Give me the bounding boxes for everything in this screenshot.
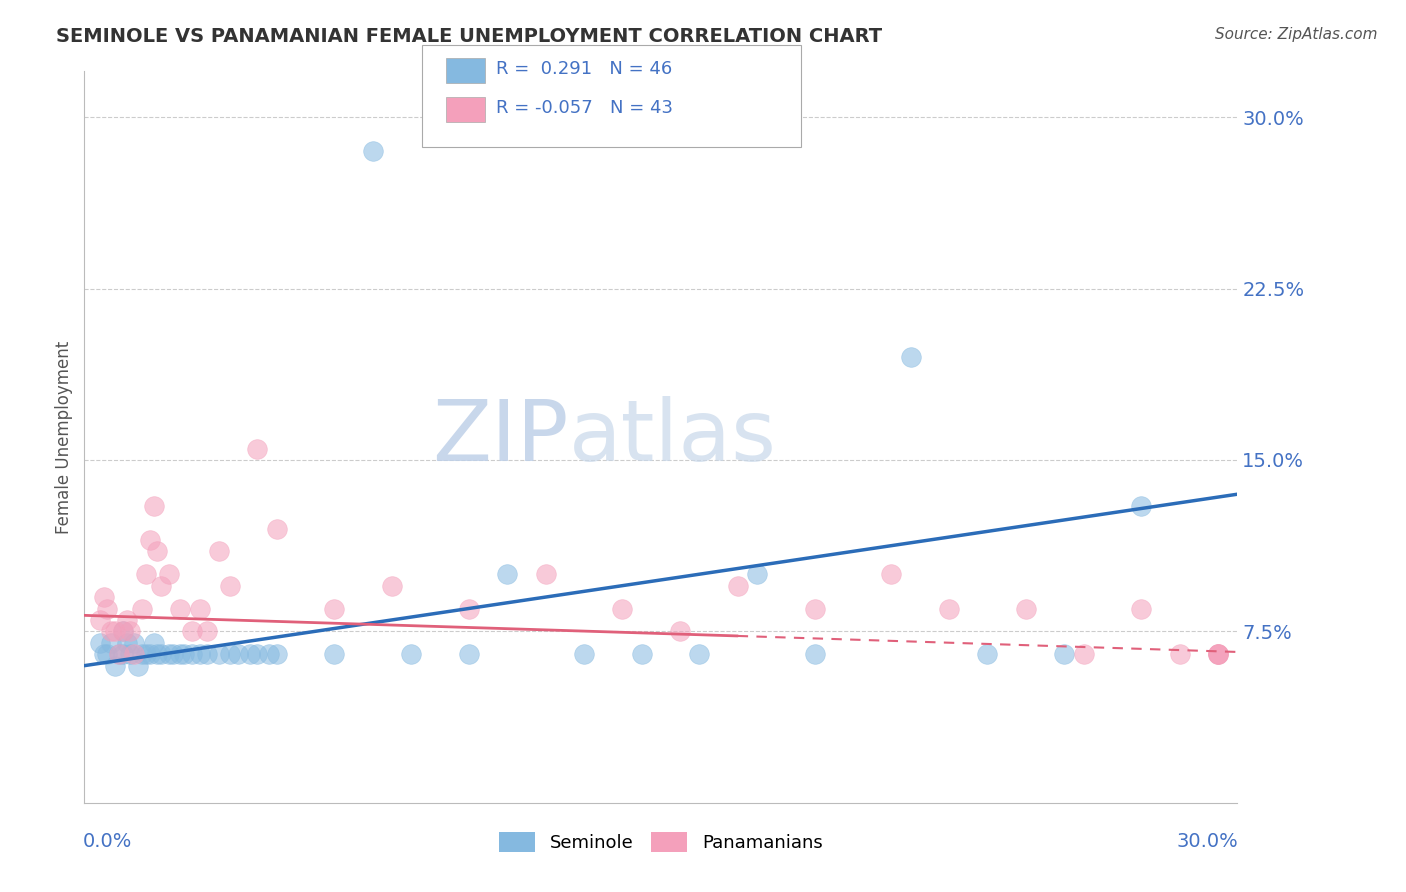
Point (219, 579, 242, 593)
Point (1206, 647, 1229, 661)
Point (246, 647, 269, 661)
Point (688, 647, 710, 661)
Point (104, 624, 127, 639)
Point (181, 647, 204, 661)
Point (1015, 601, 1038, 615)
Point (169, 601, 191, 615)
Point (1073, 647, 1095, 661)
Point (89, 613, 111, 627)
Point (120, 647, 142, 661)
Point (457, 647, 479, 661)
Point (803, 601, 825, 615)
Point (880, 567, 903, 582)
Point (361, 145, 384, 159)
Point (157, 647, 180, 661)
Text: R = -0.057   N = 43: R = -0.057 N = 43 (496, 99, 673, 117)
Point (534, 567, 557, 582)
Point (938, 601, 960, 615)
Point (124, 636, 146, 650)
Point (208, 544, 231, 558)
Point (727, 579, 749, 593)
Point (138, 533, 160, 547)
Point (457, 601, 479, 615)
Point (115, 636, 138, 650)
Legend: Seminole, Panamanians: Seminole, Panamanians (492, 824, 830, 860)
Point (124, 647, 146, 661)
Point (188, 647, 211, 661)
Point (1168, 647, 1191, 661)
Point (219, 647, 242, 661)
Text: atlas: atlas (568, 395, 776, 479)
Point (1053, 647, 1076, 661)
Point (266, 647, 288, 661)
Point (669, 624, 692, 639)
Point (150, 579, 173, 593)
Point (1206, 647, 1229, 661)
Text: Source: ZipAtlas.com: Source: ZipAtlas.com (1215, 27, 1378, 42)
Point (572, 647, 595, 661)
Point (146, 544, 169, 558)
Point (173, 647, 195, 661)
Point (323, 601, 346, 615)
Point (195, 624, 218, 639)
Point (162, 647, 184, 661)
Point (89, 636, 111, 650)
Point (111, 624, 134, 639)
Point (135, 647, 157, 661)
Point (257, 647, 280, 661)
Point (1206, 647, 1229, 661)
Point (976, 647, 998, 661)
Point (239, 647, 262, 661)
Point (181, 624, 204, 639)
Point (208, 647, 231, 661)
Point (108, 647, 131, 661)
Point (100, 636, 122, 650)
Text: 0.0%: 0.0% (83, 832, 132, 851)
Point (135, 567, 157, 582)
Point (195, 647, 218, 661)
Text: SEMINOLE VS PANAMANIAN FEMALE UNEMPLOYMENT CORRELATION CHART: SEMINOLE VS PANAMANIAN FEMALE UNEMPLOYME… (56, 27, 883, 45)
Text: R =  0.291   N = 46: R = 0.291 N = 46 (496, 60, 672, 78)
Point (115, 613, 138, 627)
Point (900, 350, 922, 364)
Point (612, 601, 634, 615)
Point (745, 567, 768, 582)
Point (226, 647, 249, 661)
Point (96, 601, 118, 615)
Point (630, 647, 652, 661)
Point (399, 647, 422, 661)
Point (96, 647, 118, 661)
Point (138, 647, 160, 661)
Point (323, 647, 346, 661)
Point (1130, 499, 1153, 513)
Point (142, 636, 165, 650)
Point (803, 647, 825, 661)
Point (111, 647, 134, 661)
Point (1130, 601, 1153, 615)
Point (120, 624, 142, 639)
Point (127, 658, 149, 673)
Point (381, 579, 404, 593)
Point (131, 601, 153, 615)
Point (146, 647, 169, 661)
Point (111, 624, 134, 639)
Point (496, 567, 519, 582)
Point (246, 442, 269, 456)
Point (100, 624, 122, 639)
Text: 30.0%: 30.0% (1177, 832, 1239, 851)
Point (104, 658, 127, 673)
Point (131, 647, 153, 661)
Point (142, 499, 165, 513)
Y-axis label: Female Unemployment: Female Unemployment (55, 341, 73, 533)
Point (1206, 647, 1229, 661)
Point (93, 647, 115, 661)
Point (150, 647, 173, 661)
Text: ZIP: ZIP (432, 395, 568, 479)
Point (188, 601, 211, 615)
Point (157, 567, 180, 582)
Point (169, 647, 191, 661)
Point (266, 521, 288, 535)
Point (108, 647, 131, 661)
Point (93, 590, 115, 604)
